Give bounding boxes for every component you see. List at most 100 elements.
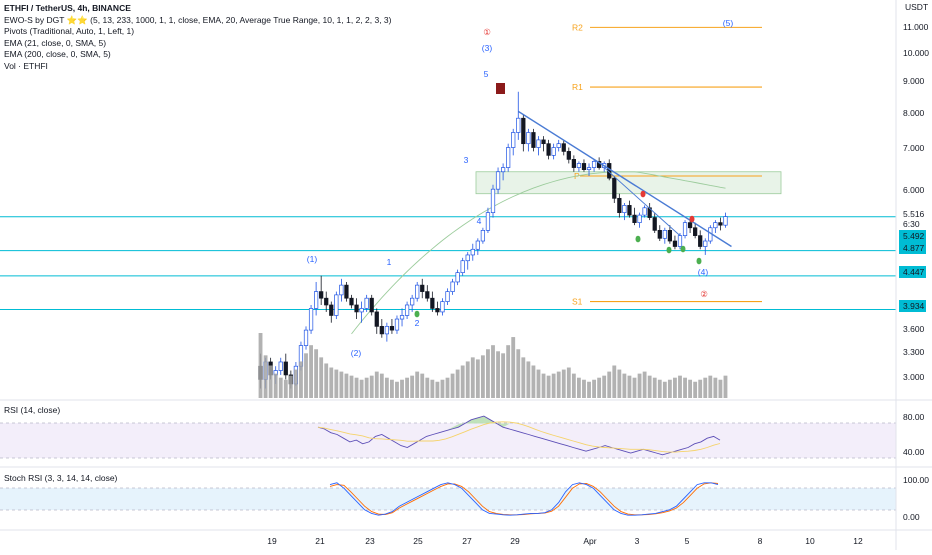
wave-label: (3) xyxy=(482,43,493,53)
volume-bar xyxy=(541,373,546,398)
time-tick-label: 25 xyxy=(413,536,423,546)
candle-body xyxy=(490,188,496,213)
volume-bar xyxy=(278,377,283,398)
volume-bar xyxy=(344,373,349,398)
symbol-title[interactable]: ETHFI / TetherUS, 4h, BINANCE xyxy=(4,3,131,13)
candle-body xyxy=(344,284,349,299)
wave-label: 5 xyxy=(484,69,489,79)
price-tick-label: 7.000 xyxy=(903,143,925,153)
stoch-tick-label: 0.00 xyxy=(903,512,920,522)
candle-body xyxy=(329,304,334,316)
indicator-ema21[interactable]: EMA (21, close, 0, SMA, 5) xyxy=(4,37,107,48)
time-tick-label: 27 xyxy=(462,536,472,546)
time-tick-label: 3 xyxy=(635,536,640,546)
candle-body xyxy=(551,147,556,156)
indicator-ewo[interactable]: EWO-S by DGT ⭐⭐ (5, 13, 233, 1000, 1, 1,… xyxy=(4,14,392,25)
rsi-title[interactable]: RSI (14, close) xyxy=(4,405,61,415)
candle-body xyxy=(526,132,531,145)
volume-bar xyxy=(657,379,662,398)
rsi-line xyxy=(317,415,721,456)
volume-bar xyxy=(501,353,506,398)
candle-body xyxy=(637,214,642,223)
time-tick-label: Apr xyxy=(583,536,596,546)
candle-body xyxy=(632,214,637,223)
volume-bar xyxy=(430,379,435,398)
indicator-ema200[interactable]: EMA (200, close, 0, SMA, 5) xyxy=(4,49,111,59)
price-badge-label: 3.934 xyxy=(903,301,925,311)
price-tick-label: 10.000 xyxy=(903,48,929,58)
candle-body xyxy=(506,147,511,168)
volume-bar xyxy=(410,375,415,398)
candle-body xyxy=(531,132,536,148)
indicator-volume[interactable]: Vol · ETHFI xyxy=(4,60,48,71)
candle-body xyxy=(278,361,283,371)
volume-bar xyxy=(587,381,591,398)
volume-bars xyxy=(258,333,728,398)
candle-body xyxy=(374,311,379,327)
stoch-band xyxy=(0,488,896,510)
volume-bar xyxy=(698,379,703,398)
chart-legend: ETHFI / TetherUS, 4h, BINANCE EWO-S by D… xyxy=(4,3,392,72)
candle-body xyxy=(677,235,683,247)
stoch-tick-label: 100.00 xyxy=(903,475,929,485)
volume-bar xyxy=(571,373,576,398)
volume-bar xyxy=(688,379,693,398)
volume-bar xyxy=(334,369,339,398)
candle-body xyxy=(566,151,571,160)
volume-bar xyxy=(561,369,566,398)
time-tick-label: 12 xyxy=(853,536,863,546)
volume-bar xyxy=(576,377,581,398)
candle-body xyxy=(308,308,314,331)
candle-body xyxy=(379,326,384,335)
candle-body xyxy=(470,248,475,256)
signal-dot xyxy=(680,245,686,253)
candle-body xyxy=(404,304,410,316)
volume-bar xyxy=(496,351,500,398)
volume-bar xyxy=(582,379,586,398)
candle-body xyxy=(425,291,430,299)
candle-body xyxy=(339,284,344,296)
volume-bar xyxy=(627,375,632,398)
candle-body xyxy=(617,197,622,213)
volume-bar xyxy=(602,375,607,398)
candle-body xyxy=(359,308,364,313)
sell-signal-marker xyxy=(496,83,505,94)
volume-bar xyxy=(637,373,642,398)
price-tick-label: 11.000 xyxy=(903,22,929,32)
volume-bar xyxy=(304,353,308,398)
candle-body xyxy=(718,222,723,226)
wave-label: (1) xyxy=(307,254,318,264)
volume-bar xyxy=(470,357,475,398)
candle-body xyxy=(693,227,698,236)
volume-bar xyxy=(374,371,379,398)
candle-body xyxy=(455,272,460,283)
volume-bar xyxy=(566,367,571,398)
volume-bar xyxy=(667,379,672,398)
volume-bar xyxy=(319,357,324,398)
candle-body xyxy=(435,308,440,313)
stoch-rsi-title[interactable]: Stoch RSI (3, 3, 14, 14, close) xyxy=(4,473,118,483)
volume-bar xyxy=(723,375,728,398)
rsi-band xyxy=(0,423,896,458)
candle-body xyxy=(415,284,420,299)
candle-body xyxy=(723,216,728,226)
candle-body xyxy=(313,291,319,309)
volume-bar xyxy=(612,365,617,398)
signal-dot xyxy=(696,257,702,265)
candle-body xyxy=(662,230,667,239)
signal-dot xyxy=(666,246,672,254)
volume-bar xyxy=(369,375,374,398)
time-tick-label: 8 xyxy=(758,536,763,546)
stoch-rsi-pane xyxy=(0,482,896,516)
volume-bar xyxy=(536,369,541,398)
wave-label: 3 xyxy=(464,155,469,165)
pivot-label: R2 xyxy=(572,22,583,32)
volume-bar xyxy=(288,375,293,398)
volume-bar xyxy=(531,365,536,398)
indicator-pivots[interactable]: Pivots (Traditional, Auto, 1, Left, 1) xyxy=(4,26,135,36)
candle-body xyxy=(713,222,718,229)
candle-body xyxy=(561,143,566,152)
